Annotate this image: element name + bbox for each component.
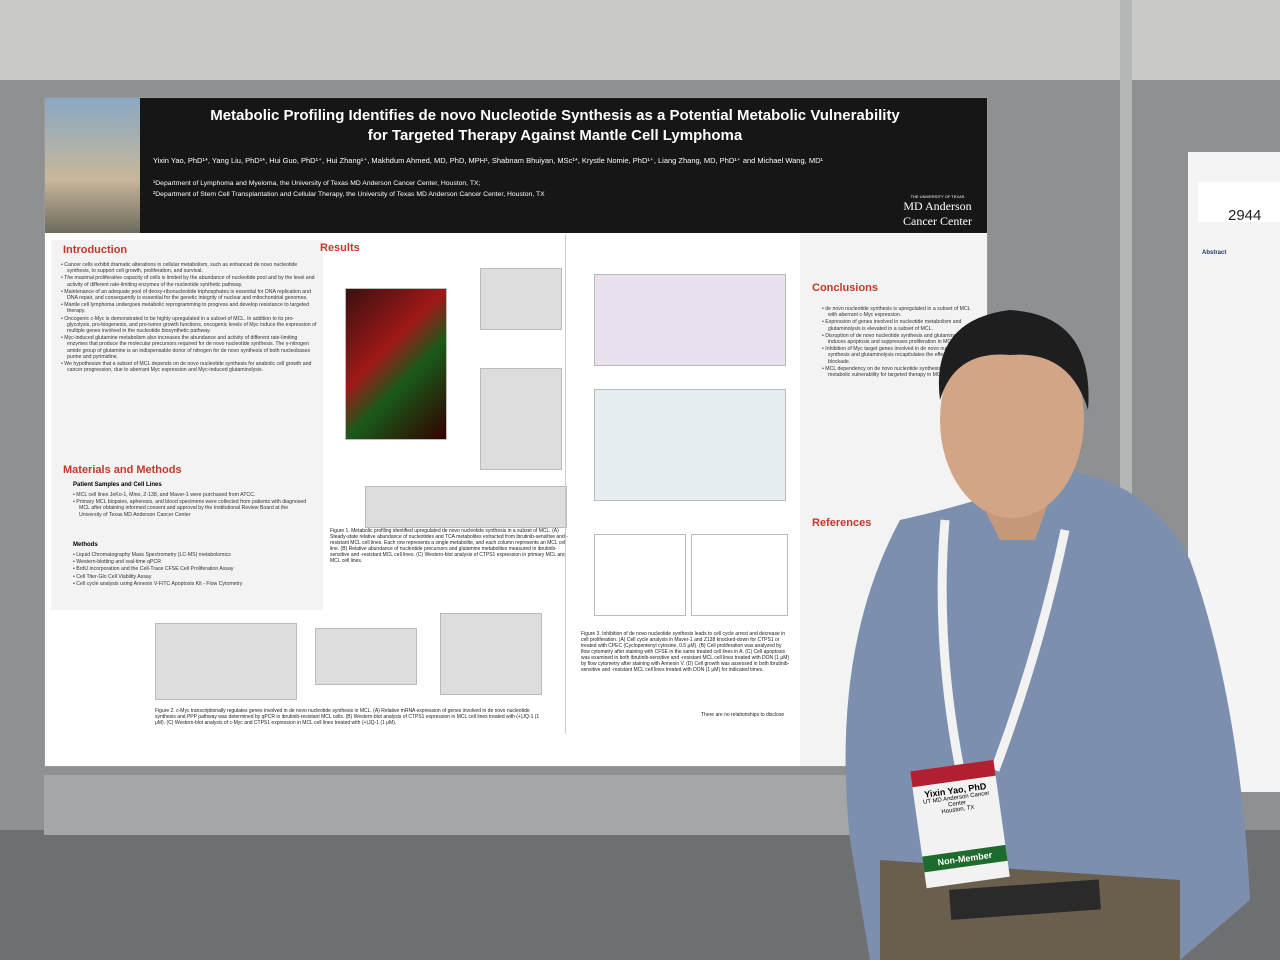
flow-plots bbox=[594, 274, 786, 366]
flow-plots bbox=[594, 389, 786, 501]
logo: THE UNIVERSITY OF TEXAS MD Anderson Canc… bbox=[890, 194, 985, 229]
list-item: We hypothesize that a subset of MCL depe… bbox=[64, 361, 317, 373]
title-line: for Targeted Therapy Against Mantle Cell… bbox=[367, 127, 743, 144]
list-item: MCL cell lines JeKo-1, Mino, Z-138, and … bbox=[76, 492, 311, 498]
logo-line: MD Anderson bbox=[903, 199, 972, 213]
list-item: ²Department of Stem Cell Transplantation… bbox=[153, 191, 545, 198]
upper-wall bbox=[0, 0, 1280, 80]
list-item: Oncogenic c-Myc is demonstrated to be hi… bbox=[64, 316, 317, 335]
list-item: Disruption of de novo nucleotide synthes… bbox=[825, 333, 980, 345]
figure3-column: Figure 3. Inhibition of de novo nucleoti… bbox=[565, 234, 796, 734]
list-item: Cell cycle analysis using Annexin V-FITC… bbox=[76, 581, 311, 587]
subheading: Methods bbox=[73, 542, 98, 548]
lanyard bbox=[937, 519, 1070, 772]
poster: Metabolic Profiling Identifies de novo N… bbox=[44, 97, 988, 767]
list-item: Cell Titer-Glo Cell Viability Assay bbox=[76, 574, 311, 580]
poster-number: 2944 bbox=[1198, 182, 1280, 224]
intro-column: Introduction Cancer cells exhibit dramat… bbox=[51, 240, 323, 610]
bullet-list: de novo nucleotide synthesis is upregula… bbox=[820, 306, 980, 379]
list-item: The maximal proliferative capacity of ce… bbox=[64, 275, 317, 287]
list-item: de novo nucleotide synthesis is upregula… bbox=[825, 306, 980, 318]
western-blot bbox=[440, 613, 542, 695]
affiliations: ¹Department of Lymphoma and Myeloma, the… bbox=[153, 178, 873, 200]
subheading: Patient Samples and Cell Lines bbox=[73, 482, 162, 488]
list-item: MCL dependency on de novo nucleotide syn… bbox=[825, 366, 980, 378]
list-item: Maintenance of an adequate pool of deoxy… bbox=[64, 289, 317, 301]
list-item: Myc-induced glutamine metabolism also in… bbox=[64, 335, 317, 360]
section-heading: Results bbox=[320, 242, 360, 254]
section-heading: Materials and Methods bbox=[63, 464, 182, 476]
bar-figure bbox=[480, 368, 562, 470]
badge-type: Non-Member bbox=[922, 844, 1008, 873]
title-bar: Metabolic Profiling Identifies de novo N… bbox=[45, 98, 987, 233]
bullet-list: Liquid Chromatography Mass Spectrometry … bbox=[71, 552, 311, 588]
face bbox=[940, 322, 1084, 518]
logo-line: THE UNIVERSITY OF TEXAS bbox=[910, 194, 965, 199]
abstract-heading: Abstract bbox=[1202, 250, 1227, 256]
building-photo bbox=[45, 98, 140, 233]
line-figure bbox=[691, 534, 788, 616]
list-item: BrdU incorporation and the Cell-Trace CF… bbox=[76, 566, 311, 572]
list-item: Inhibition of Myc target genes involved … bbox=[825, 346, 980, 365]
list-item: Expression of genes involved in nucleoti… bbox=[825, 319, 980, 331]
bullet-list: MCL cell lines JeKo-1, Mino, Z-138, and … bbox=[71, 492, 311, 519]
logo-line: Cancer Center bbox=[903, 214, 972, 228]
figure-caption: Figure 2. c-Myc transcriptionally regula… bbox=[155, 708, 540, 726]
name-badge: Yixin Yao, PhD UT MD Anderson Cancer Cen… bbox=[910, 759, 1010, 889]
list-item: ¹Department of Lymphoma and Myeloma, the… bbox=[153, 180, 481, 187]
bar-figure bbox=[480, 268, 562, 330]
heatmap bbox=[345, 288, 447, 440]
figure-caption: Figure 1. Metabolic profiling identified… bbox=[330, 528, 568, 564]
section-heading: References bbox=[812, 517, 872, 529]
western-blot bbox=[365, 486, 567, 528]
title-line: Metabolic Profiling Identifies de novo N… bbox=[210, 107, 900, 124]
section-heading: Conclusions bbox=[812, 282, 879, 294]
bullet-list: Cancer cells exhibit dramatic alteration… bbox=[59, 262, 317, 374]
list-item: Primary MCL biopsies, apheresis, and blo… bbox=[76, 499, 311, 518]
figure-caption: Figure 3. Inhibition of de novo nucleoti… bbox=[581, 631, 790, 673]
bar-figure bbox=[594, 534, 686, 616]
list-item: Liquid Chromatography Mass Spectrometry … bbox=[76, 552, 311, 558]
western-blot bbox=[315, 628, 417, 685]
hair bbox=[938, 310, 1089, 410]
disclosure: There are no relationships to disclose bbox=[701, 712, 785, 718]
list-item: Mantle cell lymphoma undergoes metabolic… bbox=[64, 302, 317, 314]
authors: Yixin Yao, PhD¹*, Yang Liu, PhD¹*, Hui G… bbox=[153, 156, 823, 165]
belt bbox=[949, 879, 1101, 920]
list-item: Western-blotting and real-time qPCR bbox=[76, 559, 311, 565]
section-heading: Introduction bbox=[63, 244, 128, 256]
bar-figure bbox=[155, 623, 297, 700]
list-item: Cancer cells exhibit dramatic alteration… bbox=[64, 262, 317, 274]
title: Metabolic Profiling Identifies de novo N… bbox=[145, 106, 965, 146]
